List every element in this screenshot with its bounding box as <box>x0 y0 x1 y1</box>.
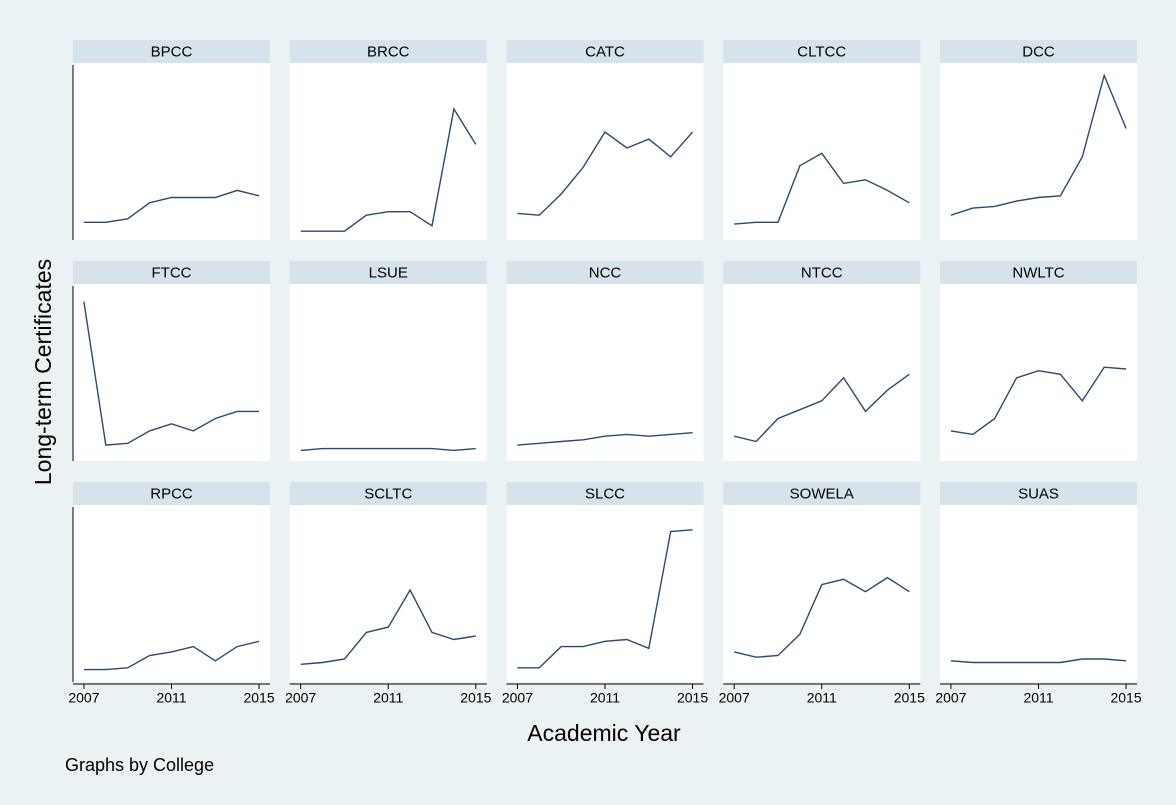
panel-title: NCC <box>589 264 622 281</box>
panel-title: LSUE <box>369 264 408 281</box>
plot-area <box>723 505 921 682</box>
strip <box>289 482 487 505</box>
x-tick-label: 2015 <box>677 690 708 706</box>
strip <box>940 261 1137 284</box>
strip <box>73 40 270 63</box>
plot-area <box>506 63 704 240</box>
strip <box>289 40 487 63</box>
plot-area <box>723 284 921 461</box>
strip <box>723 261 921 284</box>
panel-title: NTCC <box>801 264 843 281</box>
panel-title: NWLTC <box>1012 264 1064 281</box>
series-line <box>517 432 693 446</box>
series-line <box>734 576 910 658</box>
panel-title: BRCC <box>367 43 410 60</box>
plot-area <box>940 284 1137 461</box>
x-tick-label: 2015 <box>1110 690 1141 706</box>
series-line <box>300 447 476 452</box>
plot-area <box>940 505 1137 682</box>
strip <box>73 482 270 505</box>
x-tick-label: 2007 <box>68 690 99 706</box>
panel-title: CATC <box>585 43 625 60</box>
x-tick-label: 2011 <box>156 690 186 706</box>
panel-title: SOWELA <box>790 485 854 502</box>
plot-area <box>73 284 270 461</box>
series-line <box>950 658 1127 664</box>
plot-area <box>73 63 270 240</box>
plot-area <box>506 284 704 461</box>
x-tick-label: 2015 <box>460 690 491 706</box>
strip <box>506 261 704 284</box>
series-line <box>300 588 476 665</box>
series-line <box>734 152 910 225</box>
x-tick-label: 2007 <box>935 690 966 706</box>
panel-title: RPCC <box>150 485 193 502</box>
x-tick-label: 2007 <box>285 690 316 706</box>
note: Graphs by College <box>65 755 214 775</box>
x-axis-title: Academic Year <box>527 720 681 746</box>
plot-area <box>289 284 487 461</box>
plot-area <box>73 505 270 682</box>
x-tick-label: 2007 <box>719 690 750 706</box>
panel-title: BPCC <box>151 43 193 60</box>
strip <box>723 40 921 63</box>
plot-area <box>289 63 487 240</box>
strip <box>506 40 704 63</box>
strip <box>73 261 270 284</box>
x-tick-label: 2015 <box>243 690 274 706</box>
panel-title: DCC <box>1022 43 1055 60</box>
x-tick-label: 2011 <box>373 690 403 706</box>
x-tick-label: 2011 <box>590 690 620 706</box>
strip <box>723 482 921 505</box>
strip <box>506 482 704 505</box>
plot-area <box>940 63 1137 240</box>
series-line <box>83 640 260 671</box>
panel-title: SLCC <box>585 485 625 502</box>
panel-title: SCLTC <box>364 485 412 502</box>
series-line <box>300 107 477 232</box>
series-line <box>83 301 260 446</box>
strip <box>940 40 1137 63</box>
series-line <box>517 130 694 216</box>
panel-title: SUAS <box>1018 485 1059 502</box>
x-tick-label: 2015 <box>894 690 925 706</box>
x-tick-label: 2007 <box>502 690 533 706</box>
plot-area <box>723 63 921 240</box>
plot-area <box>289 505 487 682</box>
y-axis-title: Long-term Certificates <box>30 259 56 485</box>
strip <box>940 482 1137 505</box>
x-tick-label: 2011 <box>1023 690 1053 706</box>
strip <box>289 261 487 284</box>
x-tick-label: 2011 <box>807 690 837 706</box>
series-line <box>734 373 910 443</box>
series-line <box>517 529 693 669</box>
series-line <box>950 73 1127 216</box>
series-line <box>950 366 1127 436</box>
series-line <box>83 189 260 223</box>
panel-title: CLTCC <box>797 43 846 60</box>
panel-title: FTCC <box>152 264 192 281</box>
